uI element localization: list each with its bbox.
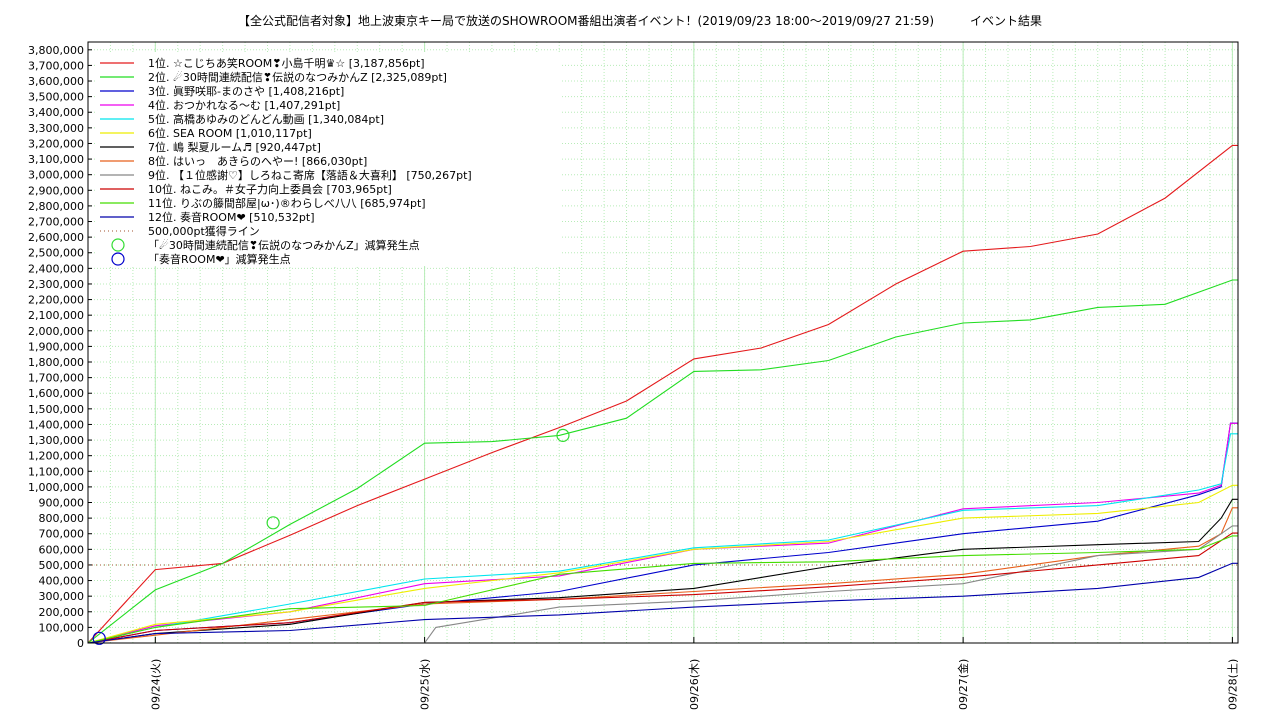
legend-entry-3: 3位. 眞野咲耶-まのさや [1,408,216pt]: [148, 84, 344, 98]
plot-border: [87, 41, 1239, 644]
y-tick-label: 3,200,000: [28, 137, 84, 150]
legend-entry-1: 1位. ☆こじちあ笑ROOM❣小島千明♛☆ [3,187,856pt]: [148, 56, 425, 70]
legend-marker-1: [111, 238, 125, 252]
y-tick-label: 600,000: [39, 543, 85, 556]
legend-entry-6: 6位. SEA ROOM [1,010,117pt]: [148, 126, 312, 140]
y-tick-label: 400,000: [39, 575, 85, 588]
marker-point-2: [92, 631, 106, 645]
legend-entry-5: 5位. 高橋あゆみのどんどん動画 [1,340,084pt]: [148, 112, 384, 126]
y-tick-label: 2,700,000: [28, 216, 84, 229]
y-tick-label: 1,200,000: [28, 450, 84, 463]
y-tick-label: 2,800,000: [28, 200, 84, 213]
y-tick-label: 2,200,000: [28, 294, 84, 307]
y-tick-label: 2,100,000: [28, 309, 84, 322]
legend-entry-11: 11位. りぶの籐間部屋|ω･)®わらしべ八八 [685,974pt]: [148, 196, 426, 210]
legend-entry-reference: 500,000pt獲得ライン: [148, 225, 260, 238]
series-line-9: [88, 525, 1238, 644]
y-tick-label: 300,000: [39, 590, 85, 603]
legend-marker-2: [111, 252, 125, 266]
y-tick-label: 1,000,000: [28, 481, 84, 494]
y-tick-label: 1,600,000: [28, 387, 84, 400]
y-tick-label: 1,700,000: [28, 372, 84, 385]
y-tick-label: 2,600,000: [28, 231, 84, 244]
x-tick-label: 09/25(水): [419, 659, 432, 710]
y-tick-label: 1,400,000: [28, 418, 84, 431]
legend-entry-7: 7位. 嶋 梨夏ルーム♬ [920,447pt]: [148, 140, 321, 154]
legend-entry-4: 4位. おつかれなる〜む [1,407,291pt]: [148, 98, 340, 112]
y-tick-label: 2,300,000: [28, 278, 84, 291]
legend-entry-10: 10位. ねこみ。＃女子力向上委員会 [703,965pt]: [148, 182, 392, 196]
y-tick-label: 3,300,000: [28, 122, 84, 135]
marker-point-1: [266, 516, 280, 530]
legend-entry-8: 8位. はいっ あきらのへやー! [866,030pt]: [148, 154, 367, 168]
y-tick-label: 3,000,000: [28, 169, 84, 182]
series-line-11: [87, 535, 1238, 644]
y-tick-label: 500,000: [39, 559, 85, 572]
series-line-1: [87, 144, 1238, 644]
y-tick-label: 800,000: [39, 512, 85, 525]
chart-title: 【全公式配信者対象】地上波東京キー局で放送のSHOWROOM番組出演者イベント！…: [237, 14, 1043, 28]
y-tick-label: 1,100,000: [28, 465, 84, 478]
y-tick-label: 1,800,000: [28, 356, 84, 369]
legend-entry-12: 12位. 奏音ROOM❤ [510,532pt]: [148, 210, 315, 224]
series-line-10: [87, 532, 1238, 644]
y-tick-label: 2,000,000: [28, 325, 84, 338]
legend-entry-marker-2: 「奏音ROOM❤」減算発生点: [148, 252, 291, 266]
y-tick-label: 1,300,000: [28, 434, 84, 447]
marker-point-1: [556, 428, 570, 442]
legend-entry-marker-1: 「☄30時間連続配信❣伝説のなつみかんZ」減算発生点: [148, 238, 420, 252]
legend-entry-9: 9位. 【１位感謝♡】しろねこ寄席【落語＆大喜利】 [750,267pt]: [148, 168, 472, 182]
y-tick-label: 900,000: [39, 497, 85, 510]
y-tick-label: 3,600,000: [28, 75, 84, 88]
legend-box: [96, 52, 560, 266]
series-line-5: [87, 433, 1238, 644]
series-line-2: [87, 279, 1238, 644]
y-tick-label: 700,000: [39, 528, 85, 541]
y-tick-label: 200,000: [39, 606, 85, 619]
x-tick-label: 09/24(火): [149, 659, 162, 710]
y-tick-label: 3,100,000: [28, 153, 84, 166]
x-tick-label: 09/26(木): [688, 659, 701, 710]
y-tick-label: 3,400,000: [28, 106, 84, 119]
y-tick-label: 3,700,000: [28, 59, 84, 72]
y-tick-label: 2,500,000: [28, 247, 84, 260]
y-tick-label: 2,400,000: [28, 262, 84, 275]
y-tick-label: 2,900,000: [28, 184, 84, 197]
y-tick-label: 0: [77, 637, 84, 650]
legend-entry-2: 2位. ☄30時間連続配信❣伝説のなつみかんZ [2,325,089pt]: [148, 70, 447, 84]
y-tick-label: 1,900,000: [28, 340, 84, 353]
y-tick-label: 3,500,000: [28, 91, 84, 104]
series-line-12: [87, 562, 1238, 644]
y-tick-label: 3,800,000: [28, 44, 84, 57]
y-tick-label: 100,000: [39, 621, 85, 634]
x-tick-label: 09/27(金): [956, 659, 970, 710]
series-line-7: [87, 498, 1238, 644]
x-tick-label: 09/28(土): [1226, 659, 1239, 710]
series-line-6: [87, 484, 1238, 644]
y-tick-label: 1,500,000: [28, 403, 84, 416]
